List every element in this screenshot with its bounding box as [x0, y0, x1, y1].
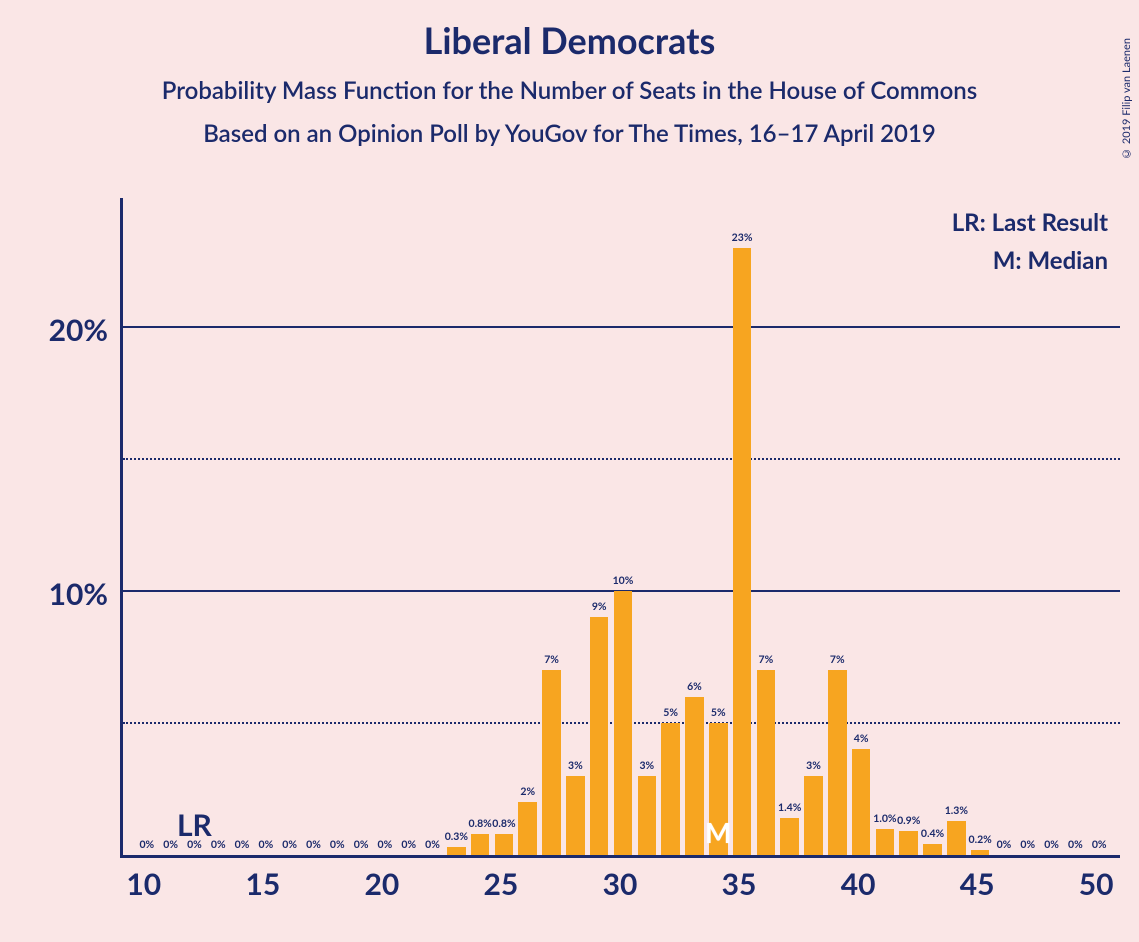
- bar-value-label: 3%: [806, 760, 821, 772]
- bar-value-label: 4%: [854, 733, 869, 745]
- bar: 6%: [685, 697, 704, 855]
- bar-value-label: 0.4%: [921, 828, 944, 840]
- x-tick-label: 45: [960, 866, 995, 902]
- bar-value-label: 7%: [544, 654, 559, 666]
- bar-value-label: 0%: [139, 839, 154, 851]
- bar-value-label: 0.2%: [968, 834, 991, 846]
- bar-value-label: 1.3%: [945, 805, 968, 817]
- bar: 3%: [638, 776, 657, 855]
- bar-value-label: 23%: [732, 232, 753, 244]
- x-tick-label: 40: [841, 866, 876, 902]
- bar-value-label: 0%: [235, 839, 250, 851]
- bar: 0.8%: [495, 834, 514, 855]
- bar-value-label: 0%: [425, 839, 440, 851]
- x-tick-label: 20: [364, 866, 399, 902]
- bar-value-label: 0.3%: [445, 831, 468, 843]
- x-tick-label: 10: [126, 866, 161, 902]
- last-result-marker: LR: [177, 807, 212, 843]
- bar: 7%: [542, 670, 561, 855]
- bar-value-label: 0%: [997, 839, 1012, 851]
- bar: 10%: [614, 591, 633, 855]
- bar: 9%: [590, 617, 609, 855]
- bar: 0.9%: [899, 831, 918, 855]
- bar-value-label: 0%: [258, 839, 273, 851]
- bar-value-label: 2%: [520, 786, 535, 798]
- plot-region: 0%0%0%0%0%0%0%0%0%0%0%0%0%0.3%0.8%0.8%2%…: [120, 198, 1120, 858]
- chart-subtitle-1: Probability Mass Function for the Number…: [0, 76, 1139, 105]
- x-tick-label: 50: [1079, 866, 1114, 902]
- bar-value-label: 0%: [1020, 839, 1035, 851]
- bar-value-label: 0%: [282, 839, 297, 851]
- x-tick-label: 30: [603, 866, 638, 902]
- bar-value-label: 10%: [613, 575, 634, 587]
- bar: 3%: [566, 776, 585, 855]
- bar-value-label: 0%: [401, 839, 416, 851]
- copyright-text: © 2019 Filip van Laenen: [1120, 38, 1133, 160]
- bar-value-label: 7%: [830, 654, 845, 666]
- x-tick-label: 35: [722, 866, 757, 902]
- bar: 7%: [757, 670, 776, 855]
- chart-title: Liberal Democrats: [0, 18, 1139, 62]
- bar-value-label: 0%: [378, 839, 393, 851]
- bar: 0.4%: [923, 844, 942, 855]
- bar-value-label: 0%: [1068, 839, 1083, 851]
- bar-value-label: 0%: [330, 839, 345, 851]
- median-marker: M: [705, 815, 731, 849]
- bar-value-label: 3%: [568, 760, 583, 772]
- bar-value-label: 0%: [211, 839, 226, 851]
- bar: 1.3%: [947, 821, 966, 855]
- bar: 23%: [733, 248, 752, 855]
- bar: 5%: [661, 723, 680, 855]
- bar-value-label: 1.4%: [778, 802, 801, 814]
- bar-value-label: 0%: [1092, 839, 1107, 851]
- bar: 0.8%: [471, 834, 490, 855]
- bar-value-label: 9%: [592, 601, 607, 613]
- bar-value-label: 7%: [758, 654, 773, 666]
- gridline-minor: [123, 458, 1120, 460]
- bar-value-label: 5%: [711, 707, 726, 719]
- chart-subtitle-2: Based on an Opinion Poll by YouGov for T…: [0, 119, 1139, 148]
- bar-value-label: 0.8%: [492, 818, 515, 830]
- bar: 0.2%: [971, 850, 990, 855]
- bar: 2%: [518, 802, 537, 855]
- bar-value-label: 1.0%: [873, 813, 896, 825]
- chart-area: LR: Last Result M: Median 0%0%0%0%0%0%0%…: [30, 198, 1120, 928]
- bar: 1.4%: [780, 818, 799, 855]
- bar-value-label: 0.9%: [897, 815, 920, 827]
- bar-value-label: 0.8%: [468, 818, 491, 830]
- bar: 4%: [852, 749, 871, 855]
- x-tick-label: 15: [245, 866, 280, 902]
- bar: 1.0%: [876, 829, 895, 855]
- x-tick-label: 25: [484, 866, 519, 902]
- bar: 7%: [828, 670, 847, 855]
- bar-value-label: 0%: [163, 839, 178, 851]
- bar-value-label: 0%: [306, 839, 321, 851]
- y-tick-label: 20%: [49, 312, 108, 348]
- gridline-major: [123, 326, 1120, 328]
- bar-value-label: 0%: [354, 839, 369, 851]
- bar: 3%: [804, 776, 823, 855]
- bar-value-label: 6%: [687, 681, 702, 693]
- bar: 0.3%: [447, 847, 466, 855]
- bar-value-label: 5%: [663, 707, 678, 719]
- bar-value-label: 3%: [639, 760, 654, 772]
- bar-value-label: 0%: [1044, 839, 1059, 851]
- y-tick-label: 10%: [49, 576, 108, 612]
